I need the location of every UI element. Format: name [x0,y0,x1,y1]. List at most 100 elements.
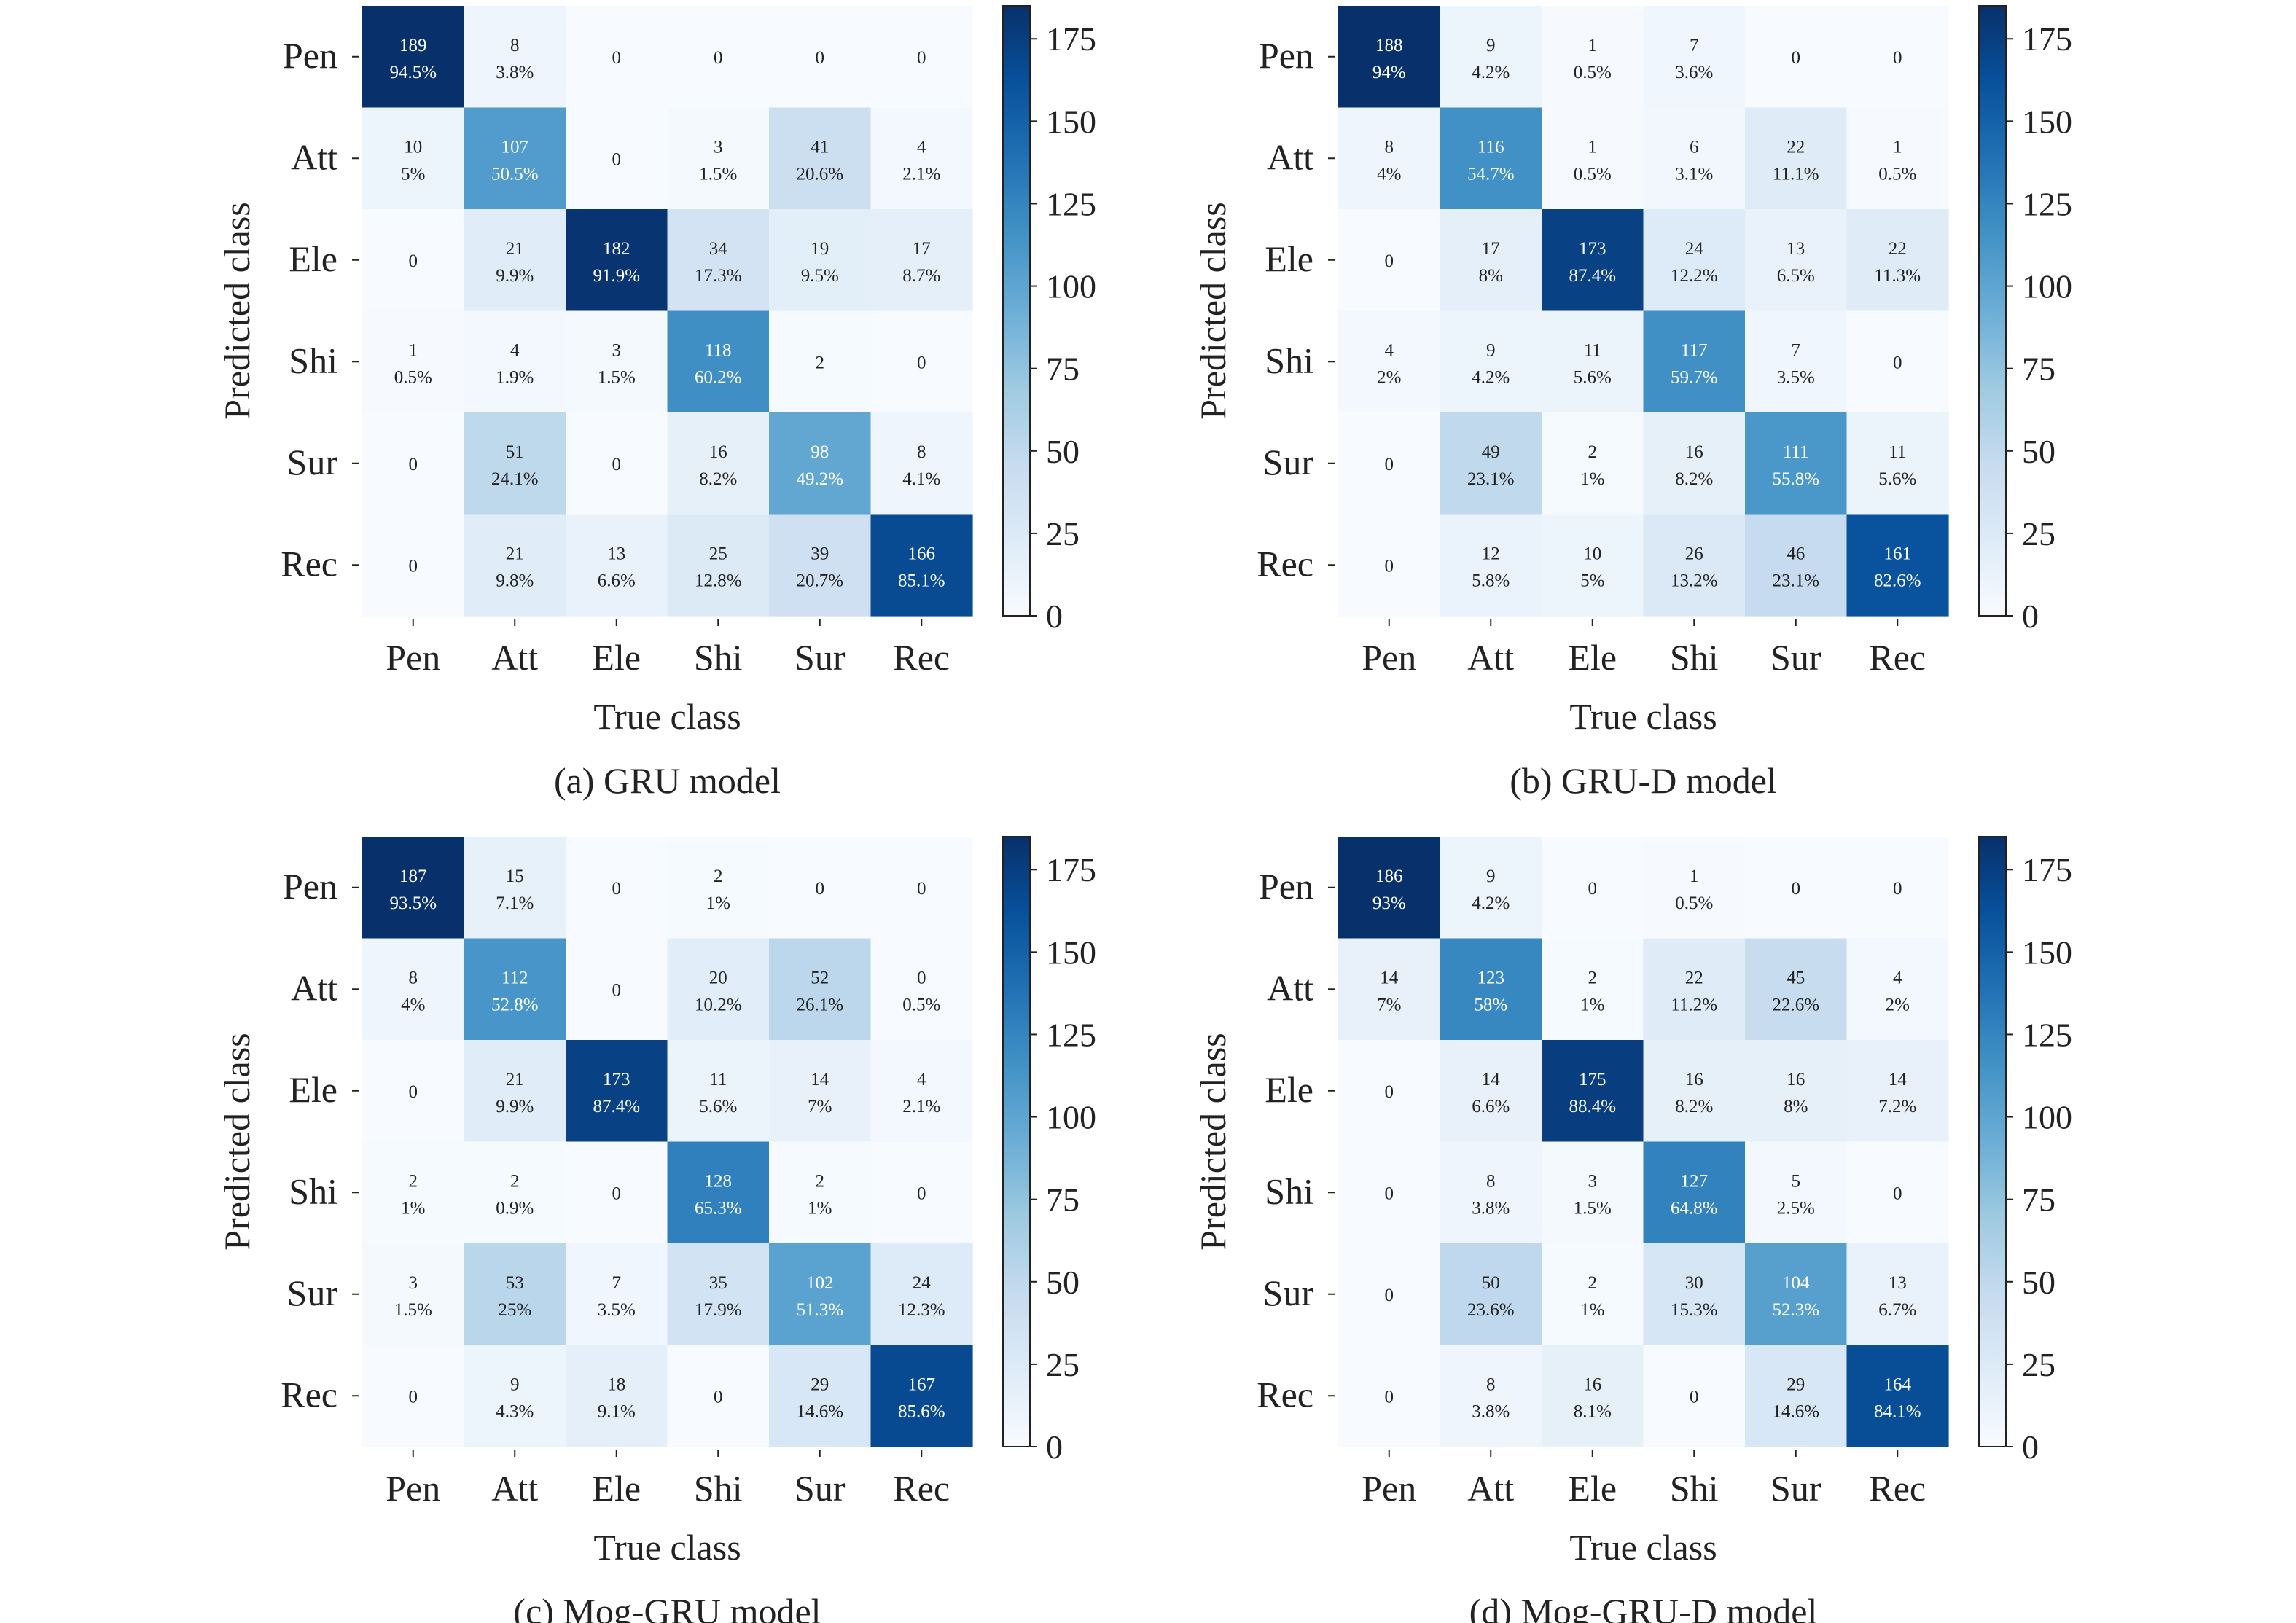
cell-count-label: 14 [811,1070,829,1090]
y-tick-label: Att [291,136,337,177]
heatmap-cell [870,514,973,617]
x-tick-label: Shi [1670,1468,1719,1509]
heatmap-cell [464,837,566,939]
cell-count-label: 9 [1486,867,1496,886]
heatmap-cell [566,1345,668,1447]
heatmap-cell [362,1345,465,1447]
cell-percent-label: 8% [1479,266,1503,286]
cell-count-label: 0 [409,556,418,576]
heatmap-cell [769,938,872,1041]
cell-count-label: 2 [1588,442,1598,462]
cell-count-label: 0 [409,1387,418,1407]
cell-count-label: 173 [603,1070,630,1090]
heatmap-cell [1745,938,1848,1041]
colorbar-tick-label: 175 [1046,20,1096,58]
cell-count-label: 0 [612,149,622,169]
cell-percent-label: 3.8% [496,63,534,82]
heatmap-cell [1745,310,1848,413]
cell-count-label: 123 [1477,968,1505,988]
y-tick-label: Shi [289,1170,337,1211]
cell-count-label: 4 [510,340,520,360]
cell-count-label: 0 [409,455,418,474]
cell-percent-label: 93% [1372,893,1406,913]
cell-percent-label: 4.3% [496,1401,534,1421]
heatmap-cell [1643,107,1746,210]
cell-count-label: 7 [1792,340,1801,360]
cell-count-label: 13 [1787,239,1805,259]
cell-count-label: 21 [506,544,524,563]
cell-percent-label: 4% [1377,164,1401,184]
cell-count-label: 98 [811,442,829,462]
heatmap-cell [1745,107,1848,210]
heatmap-cell [1846,938,1949,1041]
cell-percent-label: 23.1% [1772,571,1819,590]
heatmap-cell [1745,1243,1848,1346]
cell-percent-label: 9.9% [496,1097,534,1116]
colorbar-tick-label: 75 [1046,351,1079,388]
x-tick-label: Pen [386,637,440,678]
heatmap-cell [769,1040,872,1143]
heatmap-cell [1440,6,1542,109]
heatmap-cell [1440,107,1542,210]
cell-percent-label: 87.4% [593,1097,640,1116]
cell-count-label: 45 [1787,968,1805,988]
cell-count-label: 46 [1787,544,1805,563]
heatmap-cell [1643,209,1746,312]
cell-count-label: 116 [1477,137,1504,157]
cell-count-label: 0 [1893,353,1902,372]
cell-count-label: 2 [1588,968,1598,988]
cell-percent-label: 3.6% [1675,63,1713,82]
colorbar-tick-label: 25 [1046,515,1079,552]
cell-count-label: 21 [506,239,524,259]
cell-percent-label: 93.5% [389,893,437,913]
y-tick-label: Sur [287,1272,338,1313]
heatmap-cell [464,1040,566,1143]
cell-count-label: 8 [409,968,418,988]
cell-count-label: 189 [399,36,427,55]
heatmap-cell [667,209,770,312]
heatmap-cell [870,837,973,939]
y-tick-label: Rec [1257,1374,1313,1415]
cell-percent-label: 2% [1377,367,1401,387]
cell-count-label: 1 [1690,867,1699,886]
heatmap-cell [362,514,465,617]
cell-count-label: 3 [714,137,723,157]
cell-count-label: 1 [1588,137,1598,157]
heatmap-cell [1643,412,1746,515]
cell-percent-label: 12.3% [898,1300,945,1320]
cell-percent-label: 94% [1372,63,1406,82]
heatmap-cell [870,310,973,413]
x-tick-label: Att [1467,637,1514,678]
cell-percent-label: 0.5% [902,995,940,1014]
cell-count-label: 26 [1685,544,1703,563]
x-tick-label: Sur [794,1468,846,1509]
y-tick-label: Pen [1259,35,1313,76]
heatmap-cell [566,412,668,515]
heatmap-cell [1440,209,1542,312]
colorbar-tick-label: 0 [1046,1428,1063,1466]
panel-caption: (d) Mog-GRU-D model [1469,1591,1818,1623]
heatmap-cell [667,412,770,515]
cell-count-label: 2 [409,1171,418,1191]
heatmap-cell [1643,310,1746,413]
cell-count-label: 0 [714,48,723,68]
heatmap-cell [464,938,566,1041]
cell-percent-label: 1.5% [1574,1198,1612,1218]
heatmap-cell [1542,209,1644,312]
cell-count-label: 3 [1588,1171,1598,1191]
heatmap-cell [464,310,566,413]
cell-percent-label: 8.2% [1675,1097,1713,1116]
cell-percent-label: 91.9% [593,266,640,286]
heatmap-cell [1846,6,1949,109]
heatmap-cell [769,837,872,939]
cell-count-label: 175 [1579,1070,1606,1090]
heatmap-cell [769,1345,872,1447]
cell-percent-label: 0.5% [1574,63,1612,82]
y-tick-label: Shi [1265,1170,1313,1211]
colorbar-tick-label: 150 [2022,103,2072,140]
cell-percent-label: 23.6% [1467,1300,1515,1320]
cell-percent-label: 59.7% [1671,367,1718,387]
y-tick-label: Sur [287,442,338,482]
cell-percent-label: 6.6% [1472,1097,1510,1116]
